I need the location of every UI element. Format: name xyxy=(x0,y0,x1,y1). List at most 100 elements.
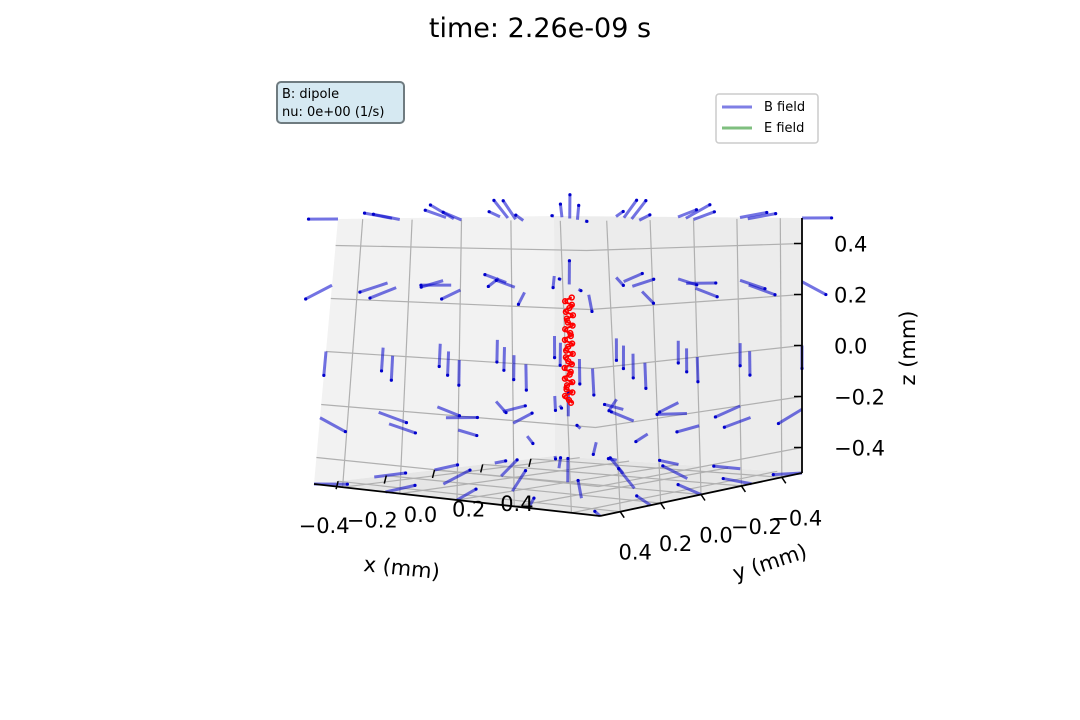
b-field-arrow xyxy=(488,210,501,219)
b-field-arrow-head xyxy=(776,421,781,426)
b-field-arrow-head xyxy=(675,430,679,434)
b-field-arrow xyxy=(420,279,444,289)
b-field-arrow xyxy=(610,410,635,423)
b-field-arrow xyxy=(747,212,776,221)
b-field-arrow-head xyxy=(413,483,417,487)
b-field-arrow-head xyxy=(483,272,487,277)
b-field-arrow-head xyxy=(694,208,699,212)
b-field-arrow-head xyxy=(713,415,717,419)
z-tick-label: −0.2 xyxy=(834,386,885,410)
b-field-arrow xyxy=(591,368,596,396)
b-field-arrow-head xyxy=(712,464,716,468)
b-field-arrow-head xyxy=(428,203,433,207)
trajectory-point xyxy=(563,382,571,389)
b-field-arrow xyxy=(551,275,556,288)
b-field-arrow-head xyxy=(568,193,572,197)
y-tick xyxy=(700,494,706,501)
b-field-arrow xyxy=(446,351,451,376)
b-field-arrow-head xyxy=(579,289,583,293)
b-field-arrow xyxy=(739,278,766,291)
b-field-arrow xyxy=(502,404,526,414)
gridline-x xyxy=(779,218,783,478)
b-field-arrow-head xyxy=(634,198,639,202)
b-field-arrow-head xyxy=(455,463,460,467)
b-field-arrow xyxy=(304,283,333,301)
b-field-arrow-head xyxy=(345,482,349,486)
trajectory-point xyxy=(568,294,575,301)
b-field-arrow-head xyxy=(695,283,699,287)
b-field-arrow xyxy=(604,403,624,411)
b-field-arrow-head xyxy=(657,410,662,414)
b-field-arrow-head xyxy=(578,382,582,386)
y-tick xyxy=(740,485,747,493)
b-field-arrow xyxy=(492,199,510,219)
b-field-arrow-head xyxy=(829,216,834,220)
b-field-arrow-head xyxy=(362,211,367,215)
b-field-arrow-head xyxy=(501,199,505,203)
b-field-arrow-head xyxy=(487,210,491,214)
legend-label-e-field: E field xyxy=(764,121,804,136)
b-field-arrow-head xyxy=(306,217,311,221)
x-tick-label: −0.2 xyxy=(347,509,398,533)
b-field-arrow-head xyxy=(771,472,775,477)
b-field-arrow xyxy=(722,477,752,486)
b-field-arrow-head xyxy=(590,309,594,314)
trajectory-point xyxy=(569,322,576,329)
x-tick-label: 0.4 xyxy=(500,492,533,516)
b-field-arrow xyxy=(607,398,618,412)
z-tick-label: 0.4 xyxy=(834,233,867,257)
trajectory-point xyxy=(563,315,571,322)
b-field-arrow-head xyxy=(492,198,496,202)
z-axis-label: z (mm) xyxy=(896,311,920,386)
info-box-frame xyxy=(276,81,405,124)
x-tick xyxy=(383,475,388,484)
b-field-arrow xyxy=(424,208,447,219)
b-field-arrow-head xyxy=(712,210,716,214)
b-field-arrow xyxy=(434,463,458,472)
x-tick xyxy=(528,458,532,467)
legend-label-b-field: B field xyxy=(764,100,805,115)
b-field-arrow-head xyxy=(515,458,519,462)
trajectory-point xyxy=(561,336,569,344)
trajectory-path xyxy=(563,296,575,404)
b-field-arrow-head xyxy=(738,364,742,368)
b-field-arrow xyxy=(739,210,768,219)
y-tick xyxy=(781,476,787,484)
x-tick xyxy=(479,464,484,473)
b-field-arrow-head xyxy=(557,277,561,281)
b-field-arrow-head xyxy=(593,509,597,513)
x-tick xyxy=(335,481,339,490)
b-field-arrow-head xyxy=(531,441,535,446)
b-field-arrow xyxy=(500,458,519,478)
b-field-arrow xyxy=(442,468,471,486)
b-field-arrow xyxy=(615,276,625,287)
y-tick-label: −0.4 xyxy=(771,506,822,530)
trajectory-point xyxy=(569,312,577,319)
b-field-arrow-head xyxy=(644,386,648,390)
trajectory-point xyxy=(565,396,573,404)
b-field-arrow-head xyxy=(676,483,680,487)
b-field-arrow xyxy=(657,411,687,416)
b-field-arrow xyxy=(695,356,700,382)
b-field-arrow-head xyxy=(765,210,769,215)
trajectory-point xyxy=(566,371,573,378)
b-field-arrow-head xyxy=(559,406,564,410)
b-field-arrow xyxy=(677,208,698,219)
b-field-arrow-head xyxy=(404,421,409,425)
b-field-arrow-head xyxy=(621,366,626,371)
b-field-arrow-head xyxy=(575,423,579,427)
b-field-arrow-head xyxy=(607,409,611,413)
b-field-arrow xyxy=(501,199,517,221)
b-field-arrow-head xyxy=(655,412,659,416)
y-tick-label: 0.4 xyxy=(618,541,651,565)
b-field-arrow xyxy=(436,405,461,418)
x-tick-label: −0.4 xyxy=(299,514,350,538)
gridline-z xyxy=(586,242,803,252)
b-field-arrow xyxy=(456,487,477,502)
y-tick xyxy=(619,511,625,519)
x-axis-line xyxy=(313,483,601,517)
b-field-arrow-head xyxy=(553,457,558,461)
b-field-arrow-head xyxy=(577,203,581,207)
b-field-arrows xyxy=(304,193,834,518)
b-field-arrow-head xyxy=(591,452,595,457)
